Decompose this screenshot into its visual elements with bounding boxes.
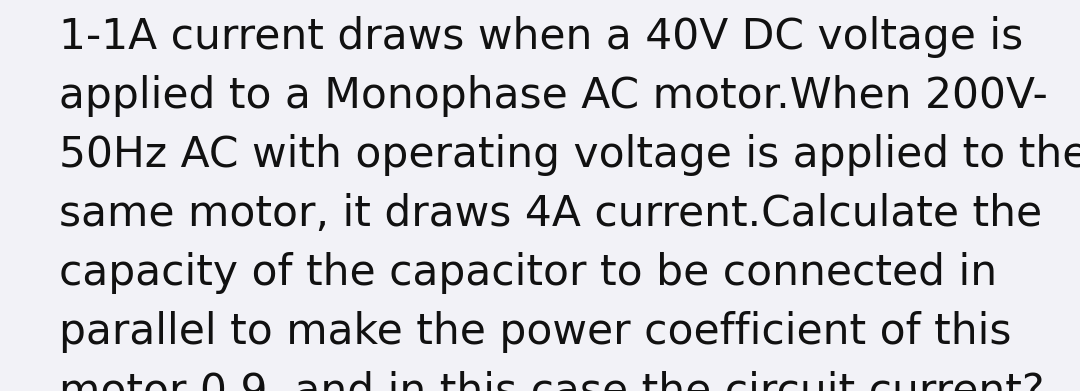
- Text: 1-1A current draws when a 40V DC voltage is
applied to a Monophase AC motor.When: 1-1A current draws when a 40V DC voltage…: [59, 16, 1080, 391]
